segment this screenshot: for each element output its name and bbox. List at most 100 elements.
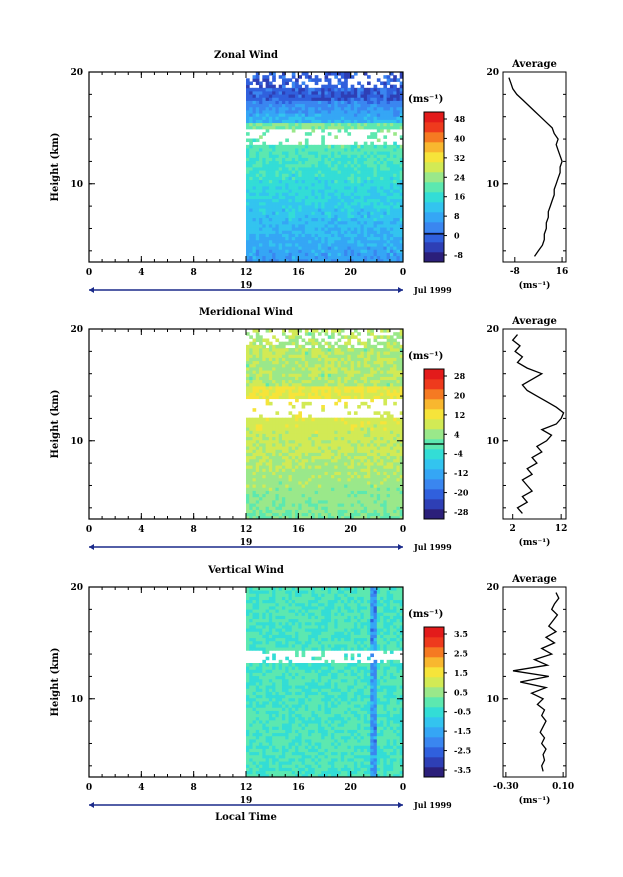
heatmap-cell: [370, 196, 374, 200]
heatmap-cell: [289, 91, 293, 95]
colorbar-tick-label: 40: [454, 133, 466, 143]
heatmap-cell: [360, 167, 364, 171]
heatmap-cell: [259, 434, 263, 438]
heatmap-cell: [383, 427, 387, 431]
heatmap-cell: [328, 85, 332, 89]
heatmap-cell: [344, 459, 348, 463]
heatmap-cell: [282, 173, 286, 177]
heatmap-cell: [374, 158, 378, 162]
heatmap-cell: [377, 192, 381, 196]
heatmap-cell: [367, 113, 371, 117]
heatmap-cell: [367, 148, 371, 152]
heatmap-cell: [351, 503, 355, 507]
heatmap-cell: [292, 116, 296, 120]
heatmap-cell: [272, 354, 276, 358]
heatmap-cell: [338, 465, 342, 469]
heatmap-cell: [354, 430, 358, 434]
heatmap-cell: [354, 437, 358, 441]
heatmap-cell: [354, 170, 358, 174]
heatmap-cell: [331, 237, 335, 241]
heatmap-cell: [285, 173, 289, 177]
heatmap-cell: [275, 465, 279, 469]
heatmap-cell: [347, 475, 351, 479]
heatmap-cell: [262, 164, 266, 168]
heatmap-cell: [328, 249, 332, 253]
heatmap-cell: [289, 161, 293, 165]
heatmap-cell: [374, 126, 378, 130]
heatmap-cell: [275, 478, 279, 482]
heatmap-cell: [370, 120, 374, 124]
heatmap-cell: [360, 91, 364, 95]
heatmap-cell: [266, 446, 270, 450]
heatmap-cell: [285, 196, 289, 200]
heatmap-cell: [275, 243, 279, 247]
heatmap-cell: [302, 123, 306, 127]
heatmap-cell: [328, 230, 332, 234]
heatmap-cell: [318, 494, 322, 498]
heatmap-cell: [383, 221, 387, 225]
heatmap-cell: [279, 120, 283, 124]
heatmap-cell: [259, 513, 263, 517]
heatmap-cell: [302, 173, 306, 177]
heatmap-cell: [305, 189, 309, 193]
heatmap-cell: [318, 427, 322, 431]
heatmap-cell: [266, 364, 270, 368]
heatmap-cell: [380, 116, 384, 120]
heatmap-cell: [279, 104, 283, 108]
heatmap-cell: [246, 427, 250, 431]
heatmap-cell: [354, 386, 358, 390]
heatmap-cell: [282, 116, 286, 120]
heatmap-cell: [390, 180, 394, 184]
heatmap-cell: [315, 478, 319, 482]
heatmap-cell: [393, 167, 397, 171]
heatmap-cell: [331, 427, 335, 431]
heatmap-cell: [321, 373, 325, 377]
heatmap-cell: [249, 465, 253, 469]
heatmap-cell: [256, 126, 260, 130]
heatmap-cell: [315, 88, 319, 92]
heatmap-cell: [380, 500, 384, 504]
heatmap-cell: [344, 383, 348, 387]
heatmap-cell: [367, 462, 371, 466]
heatmap-cell: [360, 446, 364, 450]
heatmap-cell: [351, 392, 355, 396]
heatmap-cell: [383, 199, 387, 203]
heatmap-cell: [308, 132, 312, 136]
heatmap-cell: [328, 224, 332, 228]
heatmap-cell: [380, 234, 384, 238]
heatmap-cell: [360, 468, 364, 472]
heatmap-cell: [259, 361, 263, 365]
heatmap-cell: [308, 145, 312, 149]
heatmap-cell: [328, 373, 332, 377]
heatmap-cell: [292, 481, 296, 485]
heatmap-cell: [246, 104, 250, 108]
heatmap-cell: [282, 196, 286, 200]
heatmap-cell: [272, 459, 276, 463]
heatmap-cell: [364, 377, 368, 381]
heatmap-cell: [344, 205, 348, 209]
heatmap-cell: [259, 180, 263, 184]
heatmap-cell: [331, 227, 335, 231]
heatmap-cell: [256, 361, 260, 365]
heatmap-cell: [364, 113, 368, 117]
heatmap-cell: [315, 370, 319, 374]
heatmap-cell: [282, 475, 286, 479]
heatmap-cell: [295, 78, 299, 82]
heatmap-cell: [354, 484, 358, 488]
heatmap-cell: [315, 456, 319, 460]
heatmap-cell: [285, 494, 289, 498]
heatmap-cell: [390, 85, 394, 89]
heatmap-cell: [370, 380, 374, 384]
heatmap-cell: [347, 151, 351, 155]
heatmap-cell: [282, 449, 286, 453]
heatmap-cell: [289, 440, 293, 444]
heatmap-cell: [289, 468, 293, 472]
heatmap-cell: [374, 421, 378, 425]
heatmap-cell: [328, 192, 332, 196]
heatmap-cell: [357, 126, 361, 130]
heatmap-cell: [364, 224, 368, 228]
heatmap-cell: [318, 513, 322, 517]
heatmap-cell: [249, 459, 253, 463]
heatmap-cell: [344, 484, 348, 488]
heatmap-cell: [275, 94, 279, 98]
